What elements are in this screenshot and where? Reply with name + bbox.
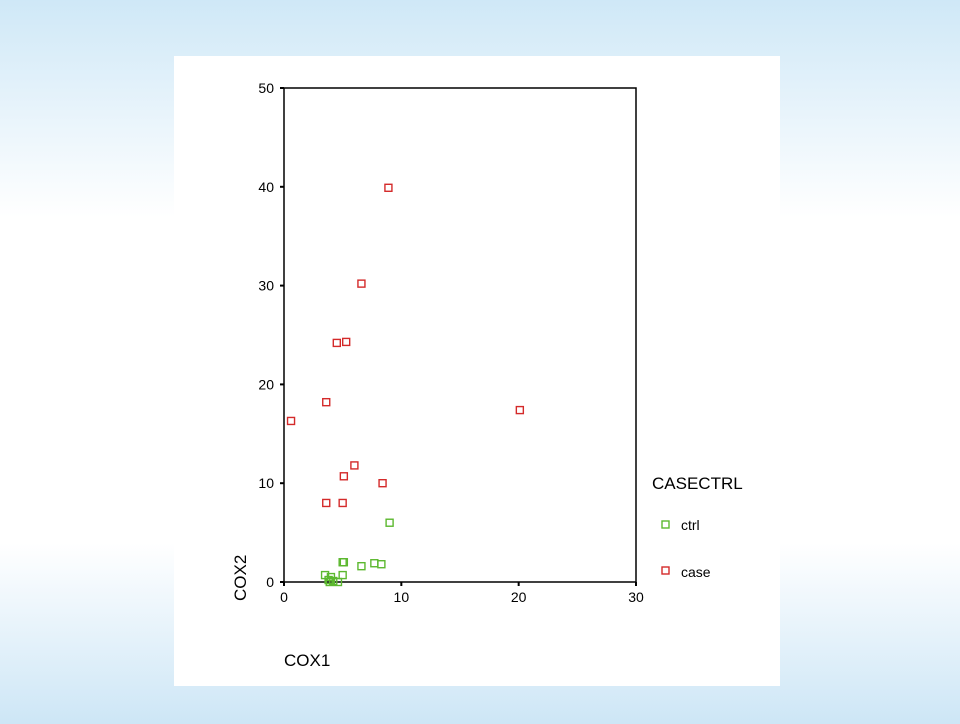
x-tick-label: 0 (280, 589, 288, 605)
y-tick-label: 10 (258, 475, 274, 491)
y-axis-title: COX2 (231, 555, 250, 601)
data-point-case (332, 338, 342, 348)
data-point-ctrl (333, 577, 343, 587)
data-point-ctrl (329, 576, 338, 586)
y-tick-label: 40 (258, 179, 274, 195)
data-point-case (338, 498, 347, 508)
y-tick-label: 20 (258, 376, 274, 392)
data-point-case (384, 183, 393, 192)
legend-label-case: case (681, 564, 711, 580)
legend-title: CASECTRL (652, 474, 743, 493)
data-point-ctrl (338, 570, 347, 580)
plot-area (283, 87, 637, 583)
legend-marker-ctrl (661, 520, 670, 529)
x-tick-label: 20 (511, 589, 527, 605)
data-point-ctrl (339, 558, 349, 567)
y-tick-label: 30 (258, 278, 274, 294)
data-point-case (339, 472, 349, 481)
x-tick-label: 30 (628, 589, 644, 605)
chart-card: 0 10 20 30 0 10 20 30 40 50 COX1 COX2 CASECTRL ct… (174, 56, 780, 686)
data-point-ctrl (385, 518, 394, 527)
legend-label-ctrl: ctrl (681, 517, 700, 533)
y-tick-label: 50 (258, 80, 274, 96)
data-point-case (350, 461, 359, 470)
data-point-ctrl (370, 559, 379, 568)
data-point-case (286, 416, 296, 426)
data-point-ctrl (357, 561, 366, 571)
data-point-case (357, 279, 366, 288)
data-point-case (515, 405, 525, 415)
data-point-case (322, 498, 331, 508)
legend-marker-case (661, 566, 670, 575)
scatter-chart: 0 10 20 30 0 10 20 30 40 50 COX1 COX2 CASECTRL ct… (231, 80, 743, 670)
legend: CASECTRL ctrl case (652, 474, 743, 580)
data-point-case (341, 337, 351, 347)
y-tick-label: 0 (266, 574, 274, 590)
axis-ticks: 0 10 20 30 0 10 20 30 40 50 (258, 80, 644, 605)
data-point-ctrl (377, 560, 386, 569)
x-tick-label: 10 (394, 589, 410, 605)
data-point-case (322, 397, 331, 407)
x-axis-title: COX1 (284, 651, 330, 670)
data-points (286, 183, 525, 587)
data-point-case (378, 479, 387, 488)
